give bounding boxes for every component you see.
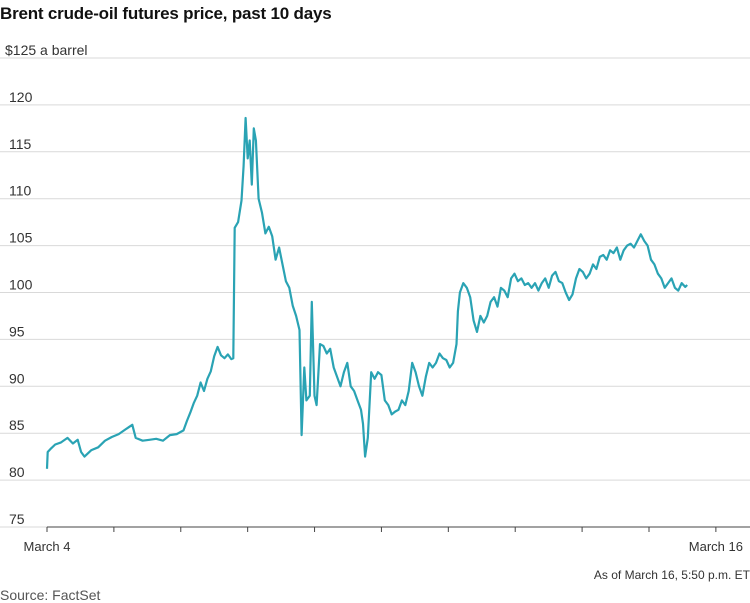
y-tick-label: 95	[9, 323, 25, 339]
x-tick-label: March 16	[689, 539, 743, 554]
chart-title: Brent crude-oil futures price, past 10 d…	[0, 4, 332, 23]
y-tick-label: 90	[9, 370, 25, 386]
y-axis-label: $125 a barrel	[5, 42, 88, 58]
x-tick-label: March 4	[24, 539, 71, 554]
y-tick-label: 100	[9, 277, 33, 293]
y-tick-label: 115	[9, 136, 32, 152]
y-tick-label: 85	[9, 417, 25, 433]
y-tick-label: 110	[9, 183, 32, 199]
timestamp-note: As of March 16, 5:50 p.m. ET	[593, 568, 750, 582]
y-tick-label: 80	[9, 464, 25, 480]
y-tick-label: 105	[9, 230, 33, 246]
price-line	[45, 116, 688, 469]
y-tick-label: 120	[9, 89, 33, 105]
source-label: Source: FactSet	[0, 587, 101, 603]
y-tick-label: 75	[9, 511, 25, 527]
